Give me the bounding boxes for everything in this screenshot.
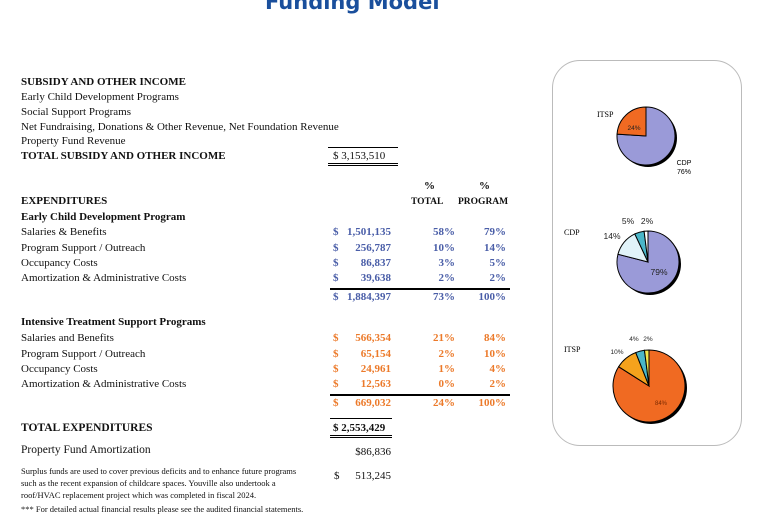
program-header: PROGRAM: [458, 197, 509, 207]
expense-amount: 12,563: [360, 378, 391, 390]
expense-program-pct: 5%: [489, 257, 507, 269]
subtotal-total-pct: 24%: [433, 397, 455, 409]
surplus-value: 513,245: [355, 470, 391, 482]
expense-cur: $: [333, 257, 339, 269]
expense-program-pct: 2%: [489, 378, 507, 390]
expense-cur: $: [333, 226, 339, 238]
expense-cur: $: [333, 272, 339, 284]
expense-total-pct: 0%: [438, 378, 456, 390]
expense-amount: 86,837: [360, 257, 391, 269]
expense-label: Salaries & Benefits: [21, 226, 107, 238]
expense-total-pct: 10%: [433, 241, 455, 254]
pie-label: 10%: [610, 349, 623, 356]
total-exp-value: $ 2,553,429: [333, 422, 386, 434]
income-item: Early Child Development Programs: [21, 91, 179, 103]
property-value: $86,836: [355, 446, 391, 458]
expense-total-pct: 2%: [438, 272, 456, 284]
income-total-value: $ 3,153,510: [333, 150, 386, 162]
subtotal-program-pct: 100%: [478, 397, 507, 409]
subtotal-program-pct: 100%: [478, 291, 507, 303]
total-header: TOTAL: [411, 197, 444, 207]
expenditures-heading: EXPENDITURES: [21, 195, 108, 207]
expense-amount: 65,154: [360, 347, 391, 360]
expense-program-pct: 14%: [484, 241, 506, 254]
expense-program-pct: 10%: [484, 347, 506, 360]
income-item: Social Support Programs: [21, 106, 131, 118]
expense-total-pct: 3%: [438, 257, 456, 269]
expense-cur: $: [333, 378, 339, 390]
pie-label: 2%: [643, 336, 653, 343]
footnote: *** For detailed actual financial result…: [21, 504, 304, 514]
itsp-heading: Intensive Treatment Support Programs: [21, 316, 206, 328]
subtotal-cur: $: [333, 397, 339, 409]
expense-cur: $: [333, 363, 339, 375]
pie-slice: [643, 230, 649, 263]
pie-side-label: ITSP: [597, 110, 614, 119]
pie-label: 24%: [627, 125, 640, 132]
expense-program-pct: 2%: [489, 272, 507, 284]
charts-panel: [552, 60, 742, 446]
expense-amount: 39,638: [360, 272, 391, 284]
expense-amount: 566,354: [355, 332, 391, 344]
surplus-line: such as the recent expansion of childcar…: [21, 478, 276, 488]
expense-label: Occupancy Costs: [21, 257, 98, 269]
expense-program-pct: 84%: [484, 332, 506, 344]
subtotal-rule: [330, 394, 510, 396]
surplus-line: roof/HVAC replacement project which was …: [21, 490, 257, 500]
total-exp-label: TOTAL EXPENDITURES: [21, 422, 153, 434]
expense-program-pct: 79%: [484, 226, 506, 238]
pie-label: 76%: [677, 169, 691, 176]
expense-label: Salaries and Benefits: [21, 332, 114, 344]
income-heading: SUBSIDY AND OTHER INCOME: [21, 76, 186, 88]
expense-label: Program Support / Outreach: [21, 241, 146, 254]
expense-total-pct: 2%: [438, 347, 456, 360]
expense-label: Amortization & Administrative Costs: [21, 272, 187, 284]
expense-amount: 24,961: [360, 363, 391, 375]
subtotal-cur: $: [333, 291, 339, 303]
pct-header: %: [479, 180, 490, 192]
pie-slice: [643, 349, 650, 387]
pie-label: 84%: [655, 401, 668, 407]
subtotal-total-pct: 73%: [433, 291, 455, 303]
income-total-label: TOTAL SUBSIDY AND OTHER INCOME: [21, 150, 226, 162]
expense-amount: 1,501,135: [347, 226, 391, 238]
page-title: Funding Model: [265, 0, 440, 14]
pie-label: CDP: [677, 160, 692, 167]
surplus-note: Surplus funds are used to cover previous…: [21, 465, 296, 501]
expense-amount: 256,787: [355, 241, 391, 254]
income-item: Net Fundraising, Donations & Other Reven…: [21, 121, 339, 133]
pie-side-label: ITSP: [564, 345, 581, 354]
expense-total-pct: 1%: [438, 363, 456, 375]
subtotal-rule: [330, 288, 510, 290]
property-label: Property Fund Amortization: [21, 444, 151, 456]
expense-label: Occupancy Costs: [21, 363, 98, 375]
expense-cur: $: [333, 332, 339, 344]
surplus-line: Surplus funds are used to cover previous…: [21, 466, 297, 476]
expense-total-pct: 21%: [433, 332, 455, 344]
expense-cur: $: [333, 241, 339, 254]
pie-side-label: CDP: [564, 228, 580, 237]
pie-label: 2%: [641, 216, 654, 226]
pie-label: 14%: [603, 231, 620, 241]
cdp-heading: Early Child Development Program: [21, 211, 186, 223]
expense-label: Amortization & Administrative Costs: [21, 378, 187, 390]
pie-label: 79%: [650, 267, 667, 277]
expense-program-pct: 4%: [489, 363, 507, 375]
expense-total-pct: 58%: [433, 226, 455, 238]
pct-header: %: [424, 180, 435, 192]
expense-label: Program Support / Outreach: [21, 347, 146, 360]
expense-cur: $: [333, 347, 339, 360]
pie-label: 4%: [629, 336, 639, 343]
subtotal-amount: 669,032: [355, 397, 391, 409]
subtotal-amount: 1,884,397: [347, 291, 391, 303]
income-item: Property Fund Revenue: [21, 135, 126, 147]
pie-label: 5%: [622, 216, 635, 226]
pie-slice: [616, 106, 647, 137]
surplus-cur: $: [334, 470, 340, 482]
